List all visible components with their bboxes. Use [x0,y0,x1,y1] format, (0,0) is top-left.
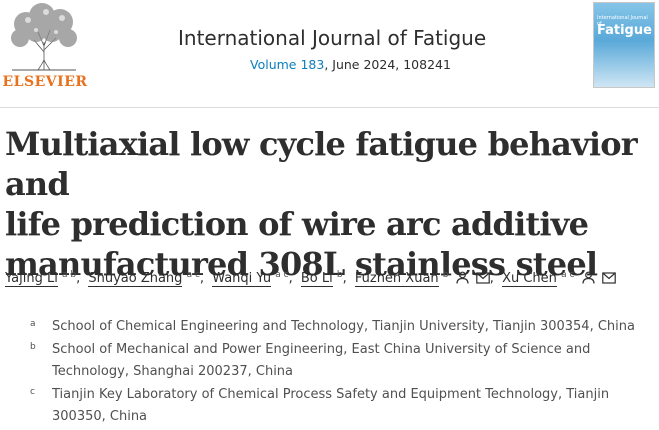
author: Fuzhen Xuan b [354,270,490,288]
title-line: life prediction of wire arc additive [5,205,589,243]
author: Wanqi Yu a c [212,270,289,288]
title-line: manufactured 308L stainless steel [5,245,598,283]
author-affiliation-marker[interactable]: a c [186,270,200,280]
author-separator: , [342,271,347,287]
affiliation-label: a [30,319,36,329]
author-separator: , [199,271,205,287]
person-icon[interactable] [456,271,469,284]
affiliation-item: b School of Mechanical and Power Enginee… [30,339,650,383]
affiliation-item: a School of Chemical Engineering and Tec… [30,316,650,338]
affiliation-text: School of Mechanical and Power Engineeri… [52,342,591,379]
author: Shuyao Zhang a c [88,270,200,288]
affiliation-text: School of Chemical Engineering and Techn… [52,319,635,334]
author-list: Yajing Li a b , Shuyao Zhang a c , Wanqi… [5,270,616,288]
author: Xu Chen a c [502,270,616,288]
author-separator: , [489,271,494,287]
author-name-link[interactable]: Xu Chen [502,271,557,288]
elsevier-tree-icon [11,3,77,71]
journal-header: ELSEVIER International Journal of Fatigu… [0,0,659,108]
author: Bo Li b [300,270,343,288]
elsevier-wordmark: ELSEVIER [2,74,88,90]
affiliation-text: Tianjin Key Laboratory of Chemical Proce… [52,387,610,424]
author-name-link[interactable]: Yajing Li [5,271,58,288]
author-name-link[interactable]: Bo Li [300,271,333,288]
journal-cover-thumbnail[interactable]: International Journal of Fatigue [593,2,655,88]
affiliation-label: b [30,342,36,352]
affiliation-list: a School of Chemical Engineering and Tec… [30,316,650,429]
journal-issue-info: Volume 183, June 2024, 108241 [250,57,451,72]
author-name-link[interactable]: Shuyao Zhang [88,271,183,288]
affiliation-item: c Tianjin Key Laboratory of Chemical Pro… [30,384,650,428]
mail-icon[interactable] [601,272,616,284]
title-line: Multiaxial low cycle fatigue behavior an… [5,125,638,203]
affiliation-label: c [30,387,35,397]
journal-title[interactable]: International Journal of Fatigue [178,26,487,50]
author-separator: , [288,271,293,287]
cover-small-text: International Journal of [597,15,648,27]
issue-details: , June 2024, 108241 [324,57,451,72]
person-icon[interactable] [581,271,595,284]
author-separator: , [76,271,81,287]
author-affiliation-marker[interactable]: a c [275,270,289,280]
article-title: Multiaxial low cycle fatigue behavior an… [5,124,655,284]
author: Yajing Li a b [5,270,77,288]
author-affiliation-marker[interactable]: b [442,270,449,280]
author-name-link[interactable]: Wanqi Yu [212,271,272,288]
author-affiliation-marker[interactable]: a b [61,270,77,280]
author-name-link[interactable]: Fuzhen Xuan [354,271,439,288]
elsevier-logo[interactable]: ELSEVIER [2,2,88,92]
volume-link[interactable]: Volume 183 [250,57,325,72]
mail-icon[interactable] [475,272,490,284]
author-affiliation-marker[interactable]: a c [561,270,575,280]
author-affiliation-marker[interactable]: b [336,270,343,280]
cover-title: Fatigue [597,23,652,38]
